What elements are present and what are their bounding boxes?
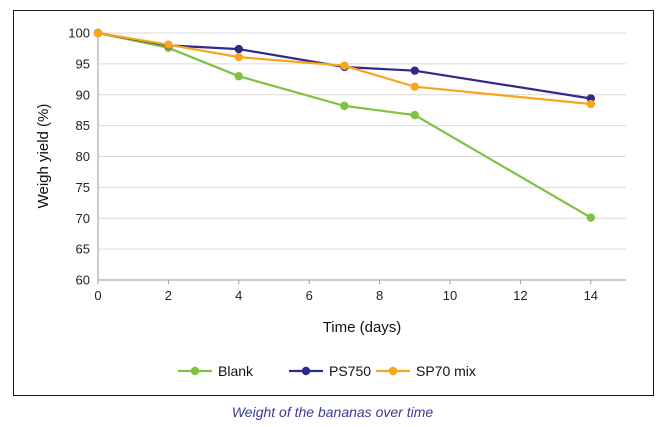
legend-item-blank: Blank (178, 363, 254, 379)
data-point-sp70-mix (234, 52, 243, 62)
axes (97, 33, 626, 284)
legend-label: SP70 mix (416, 363, 476, 379)
x-tick-label: 0 (94, 288, 101, 303)
y-tick-label: 70 (76, 211, 90, 226)
x-tick-label: 8 (376, 288, 383, 303)
data-point-blank (234, 72, 243, 81)
x-tick-label: 2 (165, 288, 172, 303)
legend-item-sp70-mix: SP70 mix (376, 363, 476, 379)
data-point-blank (586, 213, 595, 222)
x-tick-label: 14 (584, 288, 598, 303)
legend-label: Blank (218, 363, 254, 379)
chart-frame (13, 10, 654, 396)
data-point-sp70-mix (340, 61, 349, 70)
legend-marker (190, 366, 200, 376)
legend-marker (301, 366, 311, 376)
data-point-ps750 (410, 66, 419, 75)
legend: Blank PS750 SP70 mix (178, 363, 476, 379)
x-tick-label: 12 (513, 288, 527, 303)
data-point-sp70-mix (164, 40, 173, 49)
series-line-blank (97, 31, 592, 219)
tick-labels: 60 65 70 75 80 85 90 95 100 0 2 4 6 8 10 12 14 (68, 26, 598, 304)
data-point-sp70-mix (93, 28, 103, 38)
data-point-ps750 (234, 44, 243, 54)
data-point-blank (340, 101, 349, 111)
y-tick-label: 65 (76, 242, 90, 257)
y-tick-label: 90 (76, 87, 90, 102)
x-tick-label: 6 (306, 288, 313, 303)
y-tick-label: 75 (76, 180, 90, 195)
legend-marker (388, 366, 398, 376)
y-tick-label: 95 (76, 56, 90, 71)
data-point-sp70-mix (586, 99, 595, 109)
line-chart: 60 65 70 75 80 85 90 95 100 0 2 4 6 8 10 12 14 Time (day… (35, 26, 626, 379)
data-point-sp70-mix (410, 82, 419, 91)
series-line-sp70-mix (97, 31, 591, 106)
x-tick-label: 4 (235, 288, 242, 303)
series-sp70-mix (93, 28, 595, 109)
figure-caption: Weight of the bananas over time (231, 404, 434, 420)
y-tick-label: 85 (76, 118, 90, 133)
y-tick-label: 100 (68, 26, 90, 41)
legend-label: PS750 (329, 363, 371, 379)
y-tick-label: 80 (76, 149, 90, 164)
y-axis-label: Weigh yield (%) (35, 104, 52, 209)
x-tick-label: 10 (443, 288, 457, 303)
legend-item-ps750: PS750 (289, 363, 371, 379)
y-tick-label: 60 (76, 273, 90, 288)
data-point-blank (410, 110, 419, 120)
x-axis-label: Time (days) (323, 319, 402, 336)
series-lines (93, 28, 595, 222)
gridlines (98, 32, 626, 250)
